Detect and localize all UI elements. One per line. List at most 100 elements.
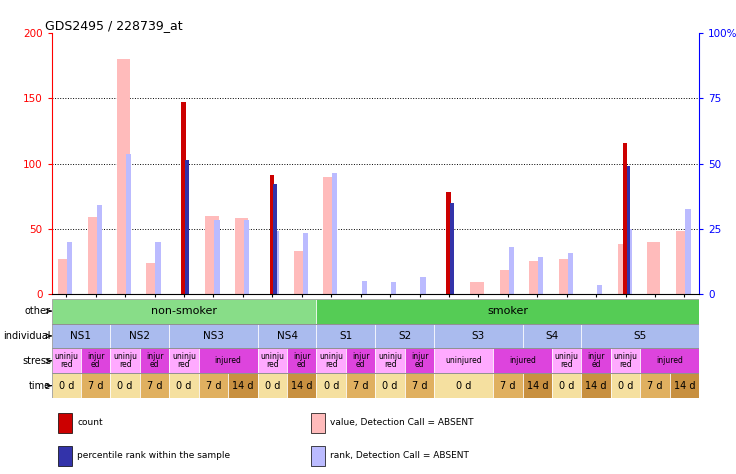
Bar <box>52 299 316 323</box>
Bar <box>140 374 169 398</box>
Text: rank, Detection Call = ABSENT: rank, Detection Call = ABSENT <box>330 452 469 460</box>
Bar <box>346 348 375 374</box>
Text: smoker: smoker <box>487 306 528 316</box>
Text: S2: S2 <box>398 331 411 341</box>
Bar <box>169 348 199 374</box>
Bar <box>685 209 690 294</box>
Bar <box>81 374 110 398</box>
Text: percentile rank within the sample: percentile rank within the sample <box>77 452 230 460</box>
Bar <box>361 281 367 294</box>
Bar <box>258 348 287 374</box>
Bar <box>52 374 699 398</box>
Bar <box>110 374 140 398</box>
Text: uninju
red: uninju red <box>54 352 78 369</box>
Text: injur
ed: injur ed <box>587 352 605 369</box>
Bar <box>199 374 228 398</box>
Text: 7 d: 7 d <box>205 381 222 391</box>
Bar <box>611 348 640 374</box>
Bar <box>52 299 699 323</box>
Bar <box>214 219 219 294</box>
Bar <box>523 374 552 398</box>
Text: 14 d: 14 d <box>526 381 548 391</box>
Text: S4: S4 <box>545 331 559 341</box>
Bar <box>258 374 287 398</box>
Bar <box>88 217 101 294</box>
Bar <box>117 59 130 294</box>
Text: uninjured: uninjured <box>445 356 482 365</box>
Text: injur
ed: injur ed <box>87 352 105 369</box>
Bar <box>446 192 450 294</box>
Text: uninju
red: uninju red <box>378 352 402 369</box>
Bar <box>169 323 258 348</box>
Text: stress: stress <box>22 356 51 366</box>
Text: injur
ed: injur ed <box>293 352 311 369</box>
Bar <box>52 348 699 374</box>
Bar <box>58 259 71 294</box>
Text: individual: individual <box>4 331 51 341</box>
Bar <box>235 218 248 294</box>
Text: injur
ed: injur ed <box>411 352 428 369</box>
Text: other: other <box>25 306 51 316</box>
Bar <box>52 323 110 348</box>
Bar <box>647 242 660 294</box>
Bar <box>529 261 542 294</box>
Text: non-smoker: non-smoker <box>151 306 217 316</box>
Bar <box>52 374 81 398</box>
Bar <box>181 102 185 294</box>
Bar <box>316 374 346 398</box>
Text: injured: injured <box>509 356 536 365</box>
Text: 7 d: 7 d <box>146 381 163 391</box>
Text: 14 d: 14 d <box>673 381 696 391</box>
Bar <box>523 323 581 348</box>
Bar <box>52 323 699 348</box>
Text: 14 d: 14 d <box>232 381 254 391</box>
Text: count: count <box>77 419 103 427</box>
Bar <box>552 374 581 398</box>
Text: GDS2495 / 228739_at: GDS2495 / 228739_at <box>45 19 183 32</box>
Bar <box>611 374 640 398</box>
Bar <box>434 323 523 348</box>
Text: uninju
red: uninju red <box>172 352 196 369</box>
Text: time: time <box>29 381 51 391</box>
Bar <box>294 251 307 294</box>
Bar <box>509 247 514 294</box>
Text: 0 d: 0 d <box>456 381 471 391</box>
Bar <box>470 282 484 294</box>
Bar <box>81 348 110 374</box>
Bar <box>640 374 670 398</box>
Bar <box>375 374 405 398</box>
Bar <box>623 143 627 294</box>
Bar <box>581 348 611 374</box>
Bar <box>273 231 278 294</box>
Bar <box>199 348 258 374</box>
Text: NS1: NS1 <box>71 331 91 341</box>
Text: 0 d: 0 d <box>618 381 633 391</box>
Text: uninju
red: uninju red <box>113 352 137 369</box>
Text: 14 d: 14 d <box>585 381 607 391</box>
Text: uninju
red: uninju red <box>261 352 284 369</box>
Text: 7 d: 7 d <box>353 381 369 391</box>
Bar <box>52 348 81 374</box>
Text: 7 d: 7 d <box>647 381 663 391</box>
Text: value, Detection Call = ABSENT: value, Detection Call = ABSENT <box>330 419 473 427</box>
Bar <box>205 216 219 294</box>
Bar <box>58 413 72 433</box>
Bar <box>126 155 131 294</box>
Bar <box>185 160 188 294</box>
Bar <box>169 374 199 398</box>
Bar <box>405 374 434 398</box>
Bar <box>493 348 552 374</box>
Text: uninju
red: uninju red <box>614 352 637 369</box>
Bar <box>567 254 573 294</box>
Bar <box>500 270 513 294</box>
Bar <box>375 348 405 374</box>
Text: 0 d: 0 d <box>559 381 574 391</box>
Text: 0 d: 0 d <box>265 381 280 391</box>
Text: uninju
red: uninju red <box>555 352 578 369</box>
Bar <box>110 348 140 374</box>
Bar <box>311 446 325 466</box>
Bar <box>287 348 316 374</box>
Text: NS2: NS2 <box>130 331 150 341</box>
Bar <box>146 263 160 294</box>
Text: 0 d: 0 d <box>324 381 339 391</box>
